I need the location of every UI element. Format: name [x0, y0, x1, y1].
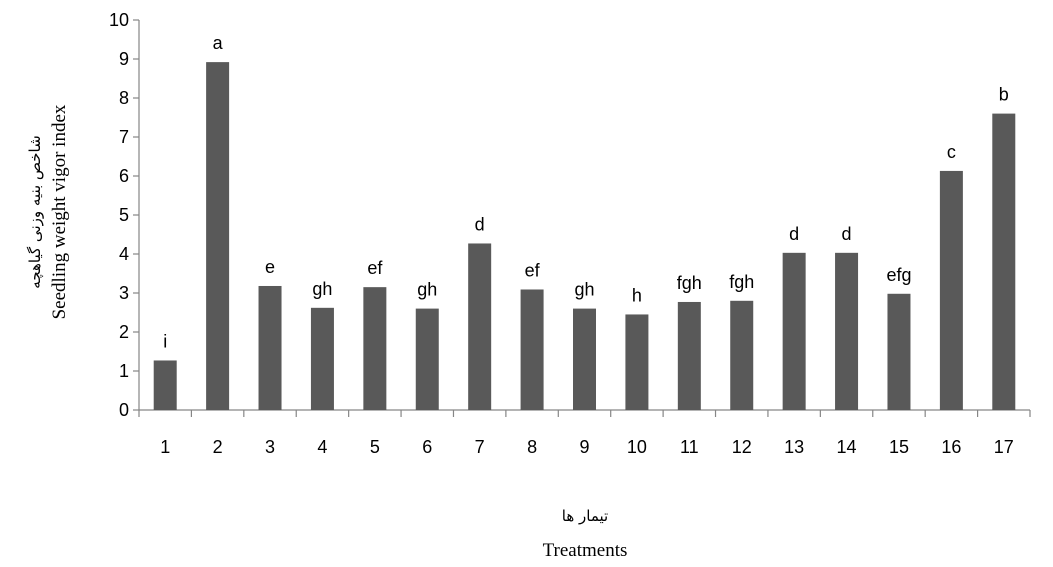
x-tick-label: 11	[680, 437, 699, 457]
x-tick-label: 9	[579, 437, 589, 457]
data-label: efg	[886, 265, 911, 285]
bar-9	[573, 308, 596, 410]
x-tick-label: 16	[941, 437, 961, 457]
x-tick-label: 17	[994, 437, 1014, 457]
bar-7	[468, 243, 492, 410]
x-tick-label: 2	[213, 437, 223, 457]
bar-series	[153, 62, 1016, 411]
data-label: gh	[574, 280, 594, 300]
data-label: ef	[367, 258, 383, 278]
x-tick-label: 1	[160, 437, 170, 457]
data-label: c	[947, 142, 956, 162]
data-label: a	[213, 33, 224, 53]
x-axis-title-fa: تیمار ها	[562, 507, 608, 525]
data-label: fgh	[677, 273, 702, 293]
x-tick-label: 3	[265, 437, 275, 457]
x-tick-label: 6	[422, 437, 432, 457]
y-tick-label: 8	[119, 88, 129, 108]
y-tick-label: 4	[119, 244, 129, 264]
bar-10	[625, 314, 649, 410]
y-tick-label: 6	[119, 166, 129, 186]
y-tick-label: 9	[119, 49, 129, 69]
x-tick-label: 12	[732, 437, 752, 457]
bar-1	[153, 360, 177, 410]
bar-5	[363, 287, 387, 410]
data-labels: i a e gh ef gh d ef gh h fgh fgh d d efg c b	[163, 33, 1009, 351]
y-tick-label: 2	[119, 322, 129, 342]
bar-14	[835, 252, 859, 410]
data-label: gh	[312, 279, 332, 299]
y-axis-title-fa: شاخص بنیه وزنی گیاهچه	[26, 135, 44, 288]
y-tick-label: 3	[119, 283, 129, 303]
x-axis-ticks: 1 2 3 4 5 6 7 8 9 10 11 12 13 14 15 16 17	[138, 410, 1031, 457]
y-tick-label: 10	[109, 10, 129, 30]
x-tick-label: 7	[475, 437, 485, 457]
bar-8	[520, 289, 544, 410]
data-label: d	[475, 214, 485, 234]
bar-12	[730, 300, 754, 410]
bar-2	[206, 62, 230, 411]
x-tick-label: 13	[784, 437, 804, 457]
y-tick-label: 0	[119, 400, 129, 420]
bar-6	[415, 308, 439, 410]
x-tick-label: 5	[370, 437, 380, 457]
y-axis-title: Seedling weight vigor index	[49, 104, 70, 319]
bar-3	[258, 285, 282, 410]
x-axis-title: Treatments	[543, 540, 628, 561]
data-label: i	[163, 331, 167, 351]
bar-4	[310, 307, 334, 410]
bar-16	[939, 170, 963, 410]
data-label: fgh	[729, 272, 754, 292]
x-tick-label: 4	[317, 437, 327, 457]
bar-11	[677, 301, 701, 410]
x-tick-label: 15	[889, 437, 909, 457]
x-tick-label: 10	[627, 437, 647, 457]
data-label: d	[842, 224, 852, 244]
data-label: e	[265, 257, 275, 277]
bar-13	[782, 252, 806, 410]
y-tick-label: 5	[119, 205, 129, 225]
data-label: h	[632, 285, 642, 305]
data-label: gh	[417, 280, 437, 300]
x-tick-label: 14	[837, 437, 857, 457]
y-axis-ticks: 0 1 2 3 4 5 6 7 8 9 10	[109, 10, 139, 420]
y-tick-label: 1	[119, 361, 129, 381]
data-label: b	[999, 85, 1009, 105]
data-label: ef	[525, 260, 541, 280]
x-tick-label: 8	[527, 437, 537, 457]
data-label: d	[789, 224, 799, 244]
bar-15	[887, 293, 911, 410]
y-tick-label: 7	[119, 127, 129, 147]
bar-17	[992, 113, 1016, 410]
